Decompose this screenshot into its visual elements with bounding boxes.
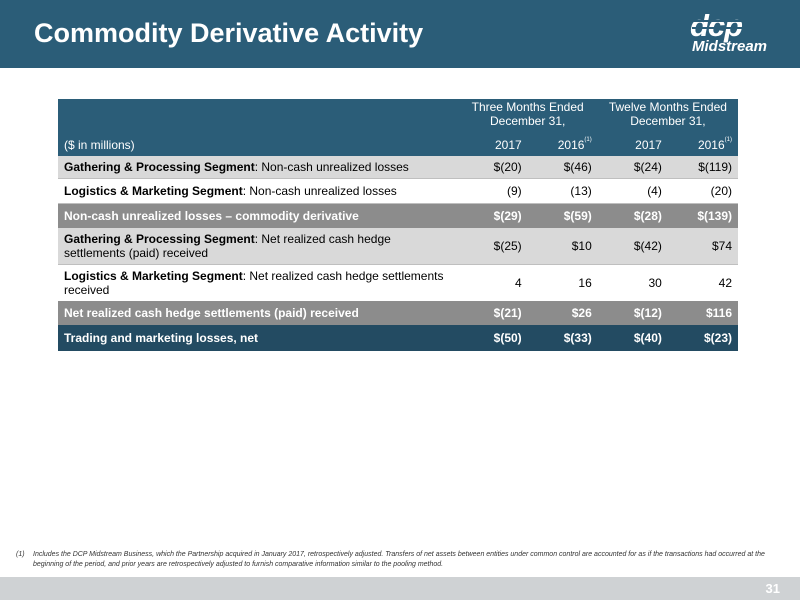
subtotal-row: Net realized cash hedge settlements (pai…	[58, 301, 738, 325]
segment-name: Gathering & Processing Segment	[64, 160, 255, 174]
year-header: 2016(1)	[527, 134, 598, 156]
table-cell: $(139)	[667, 203, 738, 228]
table-row: Gathering & Processing Segment: Net real…	[58, 228, 738, 265]
table-cell: $(33)	[527, 325, 598, 351]
table-cell: $(25)	[457, 228, 528, 265]
table-row: Logistics & Marketing Segment: Non-cash …	[58, 178, 738, 204]
table-cell: $(24)	[597, 156, 668, 179]
row-label: Net realized cash hedge settlements (pai…	[58, 301, 458, 325]
table-cell: $(12)	[597, 301, 668, 325]
row-label: Gathering & Processing Segment: Non-cash…	[58, 156, 458, 179]
table-cell: $(29)	[457, 203, 528, 228]
year-header: 2017	[597, 134, 668, 156]
slide-header: Commodity Derivative Activity dcp Midstr…	[0, 0, 800, 68]
row-label: Trading and marketing losses, net	[58, 325, 458, 351]
slide-title: Commodity Derivative Activity	[34, 18, 424, 48]
row-label: Logistics & Marketing Segment: Non-cash …	[58, 178, 458, 204]
table-cell: $(119)	[667, 156, 738, 179]
row-description: : Non-cash unrealized losses	[242, 184, 397, 198]
table-cell: $(21)	[457, 301, 528, 325]
table-cell: $74	[667, 228, 738, 265]
table-header-years: ($ in millions) 2017 2016(1) 2017 2016(1…	[58, 134, 738, 156]
table-cell: 42	[667, 264, 738, 301]
table-cell: (9)	[457, 178, 528, 204]
row-description: : Non-cash unrealized losses	[254, 160, 409, 174]
table-cell: $(40)	[597, 325, 668, 351]
table-row: Logistics & Marketing Segment: Net reali…	[58, 264, 738, 301]
table-cell: 30	[597, 264, 668, 301]
row-label: Non-cash unrealized losses – commodity d…	[58, 203, 458, 228]
table-cell: (20)	[667, 178, 738, 204]
year-label: 2016	[557, 138, 585, 152]
footnote-marker: (1)	[584, 137, 592, 143]
footnote-marker: (1)	[724, 137, 732, 143]
footnote-text: Includes the DCP Midstream Business, whi…	[33, 551, 765, 568]
row-description: : Net realized cash hedge settlements re…	[64, 269, 444, 297]
row-label: Gathering & Processing Segment: Net real…	[58, 228, 458, 265]
table-row: Gathering & Processing Segment: Non-cash…	[58, 156, 738, 179]
logo-bottom-text: Midstream	[692, 38, 768, 55]
table-header-groups: Three Months Ended December 31, Twelve M…	[58, 99, 738, 134]
total-row: Trading and marketing losses, net $(50) …	[58, 325, 738, 351]
year-label: 2017	[494, 138, 522, 152]
footnote-number: (1)	[16, 551, 25, 558]
segment-name: Logistics & Marketing Segment	[64, 269, 243, 283]
segment-name: Logistics & Marketing Segment	[64, 184, 243, 198]
logo-stripe	[692, 27, 774, 29]
table-cell: $(28)	[597, 203, 668, 228]
table-cell: $(46)	[527, 156, 598, 179]
slide-footer: 31	[0, 577, 800, 600]
table-cell: $10	[527, 228, 598, 265]
dcp-midstream-logo: dcp Midstream	[686, 10, 778, 58]
table-cell: $116	[667, 301, 738, 325]
table-cell: $(23)	[667, 325, 738, 351]
table-cell: 16	[527, 264, 598, 301]
year-label: 2016	[697, 138, 725, 152]
row-label: Logistics & Marketing Segment: Net reali…	[58, 264, 458, 301]
year-header: 2016(1)	[667, 134, 738, 156]
table-cell: 4	[457, 264, 528, 301]
table-cell: $(59)	[527, 203, 598, 228]
table-cell: (13)	[527, 178, 598, 204]
year-header: 2017	[457, 134, 528, 156]
header-empty-cell	[58, 99, 458, 134]
row-description: : Net realized cash hedge settlements (p…	[64, 232, 391, 260]
table-cell: $26	[527, 301, 598, 325]
table-cell: $(42)	[597, 228, 668, 265]
subtotal-row: Non-cash unrealized losses – commodity d…	[58, 203, 738, 228]
year-label: 2017	[635, 138, 662, 152]
table-cell: $(20)	[457, 156, 528, 179]
segment-name: Gathering & Processing Segment	[64, 232, 255, 246]
derivative-table: Three Months Ended December 31, Twelve M…	[58, 99, 738, 351]
logo-stripe	[692, 20, 774, 22]
table-cell: (4)	[597, 178, 668, 204]
table-cell: $(50)	[457, 325, 528, 351]
units-label: ($ in millions)	[58, 134, 458, 156]
page-number: 31	[765, 581, 780, 596]
header-twelve-months: Twelve Months Ended December 31,	[597, 99, 738, 134]
header-three-months: Three Months Ended December 31,	[457, 99, 598, 134]
logo-top-text: dcp	[690, 8, 743, 43]
